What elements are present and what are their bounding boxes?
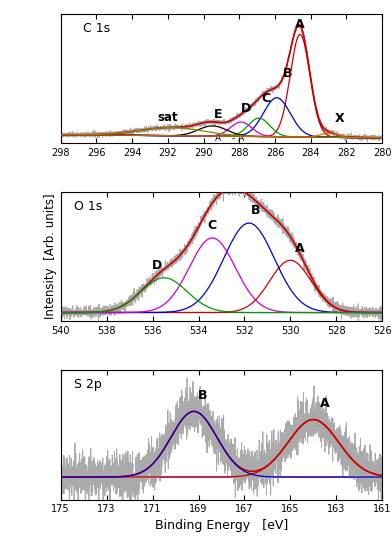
Y-axis label: Intensity  [Arb. units]: Intensity [Arb. units] [44,194,56,319]
Text: B: B [283,67,292,80]
X-axis label: Binding Energy   [eV]: Binding Energy [eV] [155,519,288,532]
Text: S 2p: S 2p [74,378,102,391]
Text: A: A [320,397,330,410]
Text: O 1s: O 1s [74,200,102,213]
Text: A′′′′ - A′: A′′′′ - A′ [215,134,246,144]
Text: D: D [241,102,252,115]
Text: E: E [214,108,222,121]
Text: C 1s: C 1s [83,22,111,35]
Text: B: B [198,389,208,402]
Text: B: B [251,204,261,217]
Text: D: D [152,259,162,272]
Text: sat: sat [158,111,178,124]
Text: X: X [334,112,344,126]
Text: A: A [295,18,305,31]
Text: C: C [261,92,271,105]
Text: C: C [208,219,217,232]
Text: A: A [295,242,304,254]
